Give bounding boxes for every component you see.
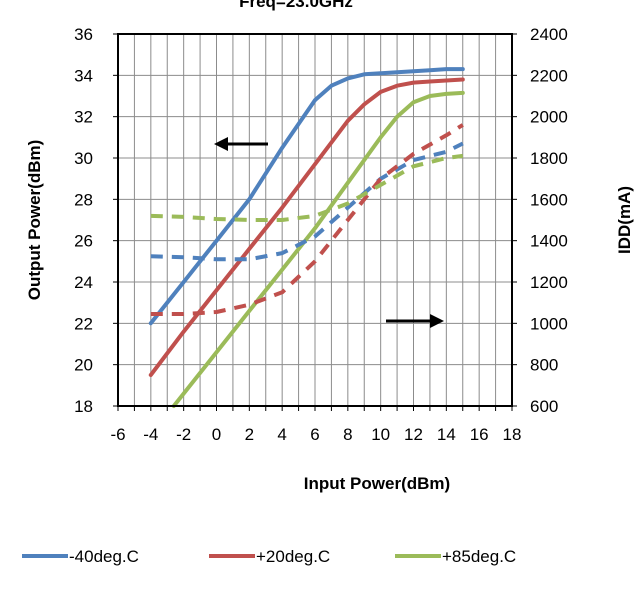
y-left-tick-label: 28: [74, 190, 93, 209]
series-line-20degc-pout: [148, 77, 465, 377]
x-axis-title: Input Power(dBm): [304, 474, 450, 493]
grid-layer: [118, 34, 512, 406]
x-tick-label: 8: [343, 425, 352, 444]
annotation-layer: [214, 137, 444, 328]
y-left-tick-label: 26: [74, 232, 93, 251]
series-line-40degc-idd: [150, 141, 464, 262]
x-tick-label: 12: [404, 425, 423, 444]
y-left-tick-label: 30: [74, 149, 93, 168]
y-right-tick-label: 1600: [530, 190, 568, 209]
series-line-20degc-idd: [150, 123, 464, 316]
x-tick-label: -4: [143, 425, 158, 444]
chart-title: Freq=23.0GHz: [239, 0, 353, 11]
x-tick-label: 6: [310, 425, 319, 444]
series-line-85degc-idd: [150, 153, 464, 222]
y-left-tick-label: 24: [74, 273, 93, 292]
y-left-tick-label: 22: [74, 314, 93, 333]
y-right-tick-label: 1800: [530, 149, 568, 168]
y-right-tick-label: 2200: [530, 66, 568, 85]
y-right-tick-label: 1400: [530, 232, 568, 251]
legend: -40deg.C +20deg.C +85deg.C: [22, 547, 516, 566]
x-tick-label: 14: [437, 425, 456, 444]
y-left-tick-label: 18: [74, 397, 93, 416]
x-tick-label: -2: [176, 425, 191, 444]
tick-layer: -6 -4 -2 0 2 4 6 8 10 12 14 16 181820222426283032343…: [74, 25, 568, 444]
y-left-tick-label: 32: [74, 108, 93, 127]
y-right-tick-label: 1000: [530, 314, 568, 333]
x-tick-label: 18: [503, 425, 522, 444]
y-right-tick-label: 1200: [530, 273, 568, 292]
y-left-tick-label: 36: [74, 25, 93, 44]
legend-label: -40deg.C: [69, 547, 139, 566]
y-axis-right-title: IDD(mA): [615, 186, 634, 254]
right-axis-arrow: [386, 314, 444, 328]
y-right-tick-label: 600: [530, 397, 558, 416]
x-tick-label: 16: [470, 425, 489, 444]
y-left-tick-label: 34: [74, 66, 93, 85]
x-tick-label: 10: [371, 425, 390, 444]
y-right-tick-label: 800: [530, 356, 558, 375]
legend-label: +20deg.C: [256, 547, 330, 566]
y-right-tick-label: 2400: [530, 25, 568, 44]
x-tick-label: 0: [212, 425, 221, 444]
series-line-85degc-pout: [171, 90, 465, 408]
y-axis-left-title: Output Power(dBm): [25, 140, 44, 301]
x-tick-label: 4: [277, 425, 286, 444]
series-line-40degc-pout: [148, 67, 465, 326]
series-layer: [148, 67, 465, 408]
legend-label: +85deg.C: [442, 547, 516, 566]
left-axis-arrow: [214, 137, 268, 151]
x-tick-label: 2: [245, 425, 254, 444]
x-tick-label: -6: [110, 425, 125, 444]
y-right-tick-label: 2000: [530, 108, 568, 127]
y-left-tick-label: 20: [74, 356, 93, 375]
